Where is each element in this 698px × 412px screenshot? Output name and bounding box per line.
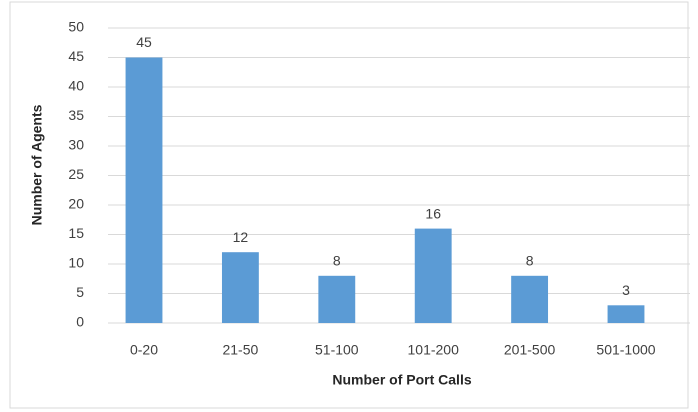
y-tick-label: 45 bbox=[68, 48, 84, 64]
y-tick-label: 15 bbox=[68, 225, 84, 241]
data-label: 12 bbox=[233, 229, 249, 245]
bar bbox=[318, 275, 356, 323]
bar bbox=[221, 252, 259, 323]
y-tick-label: 50 bbox=[68, 19, 84, 35]
data-label: 8 bbox=[333, 253, 341, 269]
y-tick-label: 40 bbox=[68, 78, 84, 94]
x-tick-label: 101-200 bbox=[408, 342, 460, 358]
x-tick-label: 51-100 bbox=[315, 342, 359, 358]
x-tick-label: 201-500 bbox=[504, 342, 556, 358]
x-tick-label: 501-1000 bbox=[596, 342, 655, 358]
bar bbox=[511, 275, 549, 323]
y-tick-label: 5 bbox=[76, 284, 84, 300]
bar bbox=[607, 305, 645, 323]
x-axis-title: Number of Port Calls bbox=[332, 372, 471, 388]
x-tick-label: 21-50 bbox=[222, 342, 258, 358]
data-label: 3 bbox=[622, 282, 630, 298]
x-tick-label: 0-20 bbox=[130, 342, 158, 358]
y-axis-title: Number of Agents bbox=[29, 104, 45, 225]
data-label: 8 bbox=[526, 253, 534, 269]
data-label: 16 bbox=[425, 205, 441, 221]
bar bbox=[125, 57, 163, 323]
y-tick-label: 20 bbox=[68, 196, 84, 212]
y-tick-label: 25 bbox=[68, 166, 84, 182]
data-label: 45 bbox=[136, 34, 152, 50]
bar bbox=[414, 228, 452, 323]
y-tick-label: 10 bbox=[68, 255, 84, 271]
y-tick-label: 30 bbox=[68, 137, 84, 153]
y-tick-label: 35 bbox=[68, 107, 84, 123]
y-tick-label: 0 bbox=[76, 314, 84, 330]
